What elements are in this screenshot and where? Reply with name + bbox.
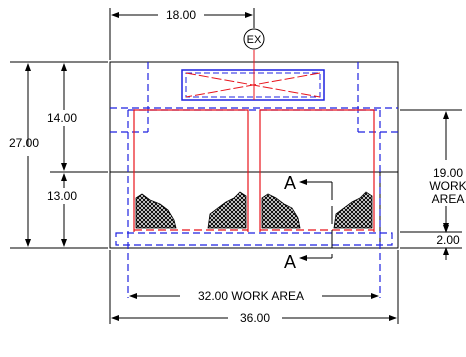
dim-right-extensions [400,109,462,249]
dim-top-width [109,8,255,60]
dim-base-height-label: 2.00 [436,233,460,247]
ex-symbol: EX [243,28,265,50]
dim-work-height-word2: AREA [432,192,465,206]
dim-lower-height-label: 13.00 [47,189,77,203]
dim-total-height-label: 27.00 [9,136,39,150]
ex-label: EX [247,34,262,46]
dim-bottom-extensions [109,250,399,324]
dim-total-width-label: 36.00 [240,311,270,325]
dim-upper-height-label: 14.00 [47,111,77,125]
hatched-fill [135,191,373,229]
section-label-top: A [284,173,296,193]
section-label-bottom: A [284,252,296,272]
section-cut-line [299,179,333,261]
dim-left-extensions [10,61,108,249]
work-bay-left [133,109,249,232]
dim-work-height-label: 19.00 [433,166,463,180]
dim-top-width-label: 18.00 [166,8,196,22]
exhaust-hood [181,50,325,101]
dim-work-width-label: 32.00 WORK AREA [198,289,304,303]
dim-work-height-word1: WORK [429,179,466,193]
work-bay-right [259,109,375,232]
